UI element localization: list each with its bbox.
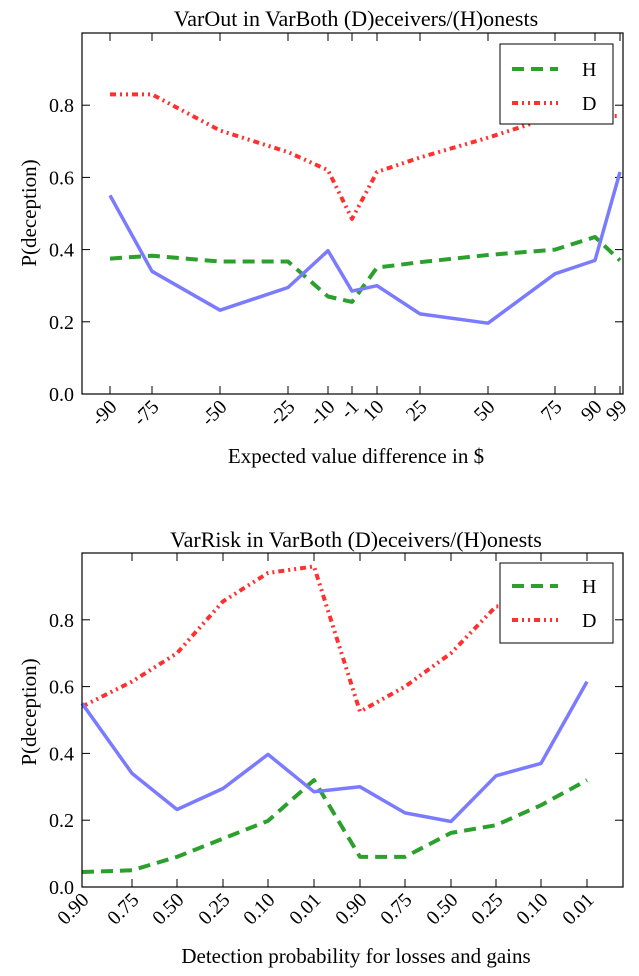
chart-1-y-tick-label: 0.8 bbox=[49, 95, 74, 117]
chart-2-y-tick-label: 0.4 bbox=[49, 743, 74, 765]
chart-1-y-tick-label: 0.0 bbox=[49, 384, 74, 406]
chart-2-legend: H D bbox=[499, 562, 614, 644]
chart-2-y-tick-label: 0.8 bbox=[49, 610, 74, 632]
chart-2-legend-label-h: H bbox=[582, 576, 596, 598]
chart-2-legend-box bbox=[499, 562, 614, 644]
chart-1-y-tick-label: 0.6 bbox=[49, 167, 74, 189]
chart-1-y-tick-label: 0.4 bbox=[49, 240, 74, 262]
chart-2-title: VarRisk in VarBoth (D)eceivers/(H)onests bbox=[170, 527, 542, 552]
chart-2-y-tick-label: 0.0 bbox=[49, 877, 74, 899]
chart-2-series-h-line bbox=[81, 778, 588, 874]
chart-1-legend-label-h: H bbox=[582, 59, 596, 81]
chart-2-legend-label-d: D bbox=[582, 610, 596, 632]
chart-1-x-axis-label: Expected value difference in $ bbox=[228, 444, 484, 468]
chart-1-series-h-line bbox=[109, 235, 622, 304]
chart-1-title: VarOut in VarBoth (D)eceivers/(H)onests bbox=[174, 6, 538, 31]
chart-1-plot-frame bbox=[81, 32, 624, 395]
chart-1-legend: H D bbox=[499, 43, 614, 125]
chart-1-legend-label-d: D bbox=[582, 93, 596, 115]
chart-2-y-tick-label: 0.6 bbox=[49, 677, 74, 699]
chart-2-y-axis-label: P(deception) bbox=[17, 658, 41, 765]
chart-2-plot-frame bbox=[81, 552, 624, 888]
chart-2-x-axis-label: Detection probability for losses and gai… bbox=[181, 944, 530, 968]
chart-1-legend-box bbox=[499, 43, 614, 125]
chart-1-y-axis-label: P(deception) bbox=[17, 159, 41, 266]
chart-1-series-unlabeled-line bbox=[108, 171, 622, 325]
chart-2-y-tick-label: 0.2 bbox=[49, 810, 74, 832]
chart-1-y-tick-label: 0.2 bbox=[49, 312, 74, 334]
chart-2-series-unlabeled-line bbox=[80, 680, 589, 824]
